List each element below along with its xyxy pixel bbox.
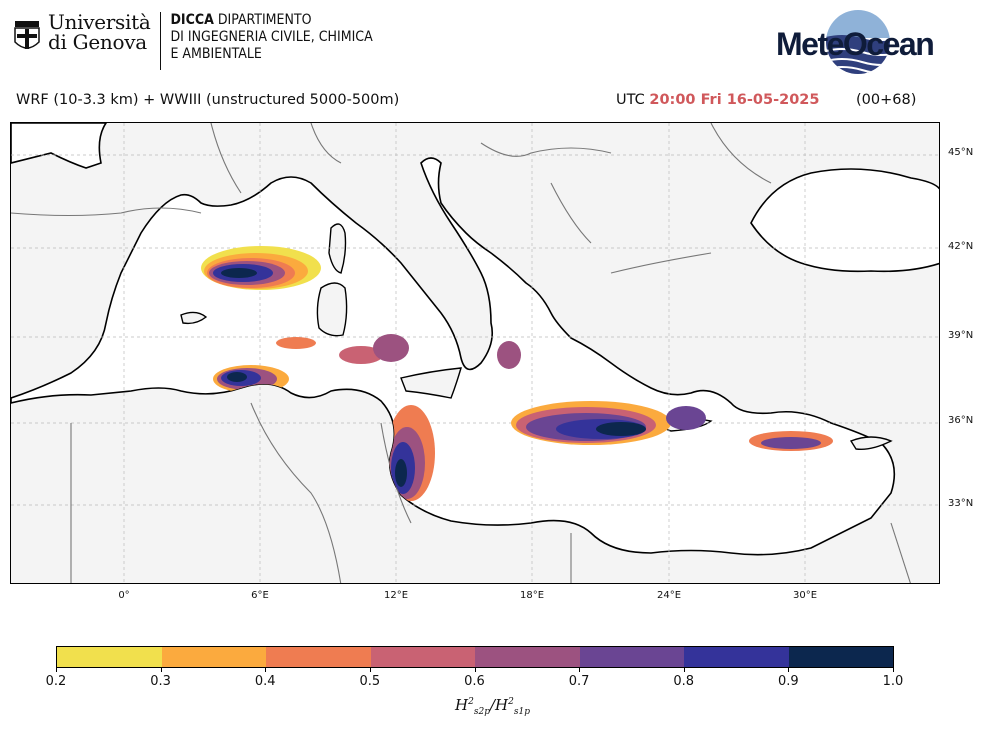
- map-panel: [10, 122, 940, 584]
- colorbar-tick-mark: [683, 668, 685, 672]
- balearics: [180, 311, 208, 325]
- colorbar-tick-label: 0.8: [673, 674, 695, 689]
- lat-label-33n: 33°N: [948, 498, 974, 509]
- colorbar-segment: [475, 647, 580, 667]
- corsica: [328, 223, 347, 274]
- unige-logo: Università di Genova DICCA DIPARTIMENTO …: [14, 12, 373, 70]
- colorbar-tick-label: 0.5: [359, 674, 381, 689]
- sardinia: [316, 282, 348, 337]
- colorbar-segment: [788, 647, 893, 667]
- dept-line2: DI INGEGNERIA CIVILE, CHIMICA: [170, 29, 373, 45]
- brand-name: MeteOcean: [776, 26, 935, 62]
- lat-label-39n: 39°N: [948, 330, 974, 341]
- colorbar: [56, 646, 894, 668]
- lon-label-12e: 12°E: [383, 590, 409, 601]
- colorbar-tick-mark: [160, 668, 162, 672]
- colorbar-segment: [161, 647, 266, 667]
- colorbar-tick-mark: [369, 668, 371, 672]
- colorbar-tick-mark: [265, 668, 267, 672]
- colorbar-tick-label: 0.2: [45, 674, 67, 689]
- colorbar-segment: [370, 647, 475, 667]
- colorbar-tick-mark: [474, 668, 476, 672]
- lat-label-36n: 36°N: [948, 415, 974, 426]
- header: Università di Genova DICCA DIPARTIMENTO …: [0, 0, 985, 90]
- colorbar-tick-label: 1.0: [882, 674, 904, 689]
- colorbar-segment: [57, 647, 162, 667]
- university-name: Università di Genova: [48, 10, 151, 54]
- lon-label-18e: 18°E: [519, 590, 545, 601]
- country-borders: [11, 123, 911, 583]
- colorbar-segment: [684, 647, 789, 667]
- atlantic-edge: [11, 123, 107, 169]
- colorbar-tick-mark: [579, 668, 581, 672]
- wave-field: [201, 246, 833, 501]
- lon-label-0: 0°: [118, 590, 130, 601]
- utc-label: UTC: [616, 92, 645, 108]
- colorbar-segment: [266, 647, 371, 667]
- colorbar-label: H2s2p/H2s1p: [455, 696, 530, 717]
- cyprus: [849, 436, 893, 451]
- university-line2: di Genova: [48, 30, 147, 54]
- colorbar-tick-label: 0.4: [254, 674, 276, 689]
- colorbar-tick-mark: [893, 668, 894, 672]
- forecast-datetime: 20:00 Fri 16-05-2025: [649, 92, 820, 108]
- dept-line3: E AMBIENTALE: [170, 46, 262, 62]
- lon-label-6e: 6°E: [251, 590, 269, 601]
- lon-label-24e: 24°E: [656, 590, 682, 601]
- colorbar-tick-label: 0.3: [150, 674, 171, 689]
- meteocean-globe-icon: [826, 10, 890, 74]
- colorbar-segment: [579, 647, 684, 667]
- colorbar-tick-label: 0.9: [778, 674, 799, 689]
- sicily: [400, 367, 462, 399]
- colorbar-tick-mark: [56, 668, 57, 672]
- lon-label-30e: 30°E: [792, 590, 818, 601]
- colorbar-tick-label: 0.7: [568, 674, 590, 689]
- lat-label-42n: 42°N: [948, 241, 974, 252]
- model-description: WRF (10-3.3 km) + WWIII (unstructured 50…: [16, 92, 400, 108]
- meteocean-logo: MeteOcean: [772, 8, 942, 78]
- lat-label-45n: 45°N: [948, 147, 974, 158]
- unige-crest-icon: [14, 21, 40, 49]
- department-name: DICCA DIPARTIMENTO DI INGEGNERIA CIVILE,…: [170, 12, 372, 63]
- dept-acronym: DICCA: [170, 12, 214, 28]
- forecast-time: UTC 20:00 Fri 16-05-2025: [616, 92, 819, 108]
- university-line1: Università: [48, 10, 151, 34]
- colorbar-tick-mark: [788, 668, 790, 672]
- logo-separator: [160, 12, 162, 70]
- lead-time: (00+68): [856, 92, 917, 108]
- sea-map: [11, 123, 939, 583]
- colorbar-tick-label: 0.6: [464, 674, 485, 689]
- dept-line1: DIPARTIMENTO: [217, 12, 312, 28]
- black-sea: [750, 168, 939, 273]
